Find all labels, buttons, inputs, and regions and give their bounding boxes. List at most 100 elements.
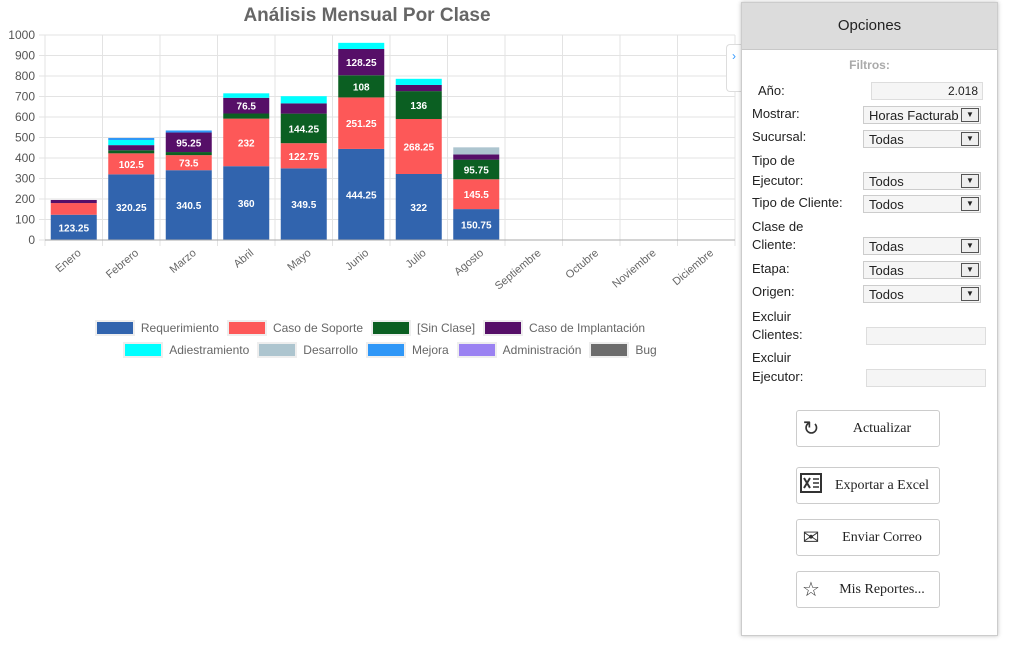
legend-swatch (94, 320, 135, 336)
data-label: 322 (410, 203, 427, 214)
bar-segment (453, 154, 500, 160)
legend-swatch (226, 320, 267, 336)
data-label: 444.25 (346, 190, 377, 201)
bar-segment (280, 113, 327, 144)
mostrar-select[interactable]: Horas Facturables▼ (863, 106, 981, 124)
excel-icon (797, 472, 825, 500)
legend-label: Caso de Soporte (272, 321, 363, 335)
chevron-down-icon: ▼ (961, 174, 979, 188)
data-label: 95.25 (176, 138, 201, 149)
data-label: 123.25 (58, 223, 89, 234)
legend-swatch (365, 342, 406, 358)
bar-segment (338, 97, 385, 149)
legend-item[interactable]: Bug (589, 342, 657, 358)
bar-segment (50, 199, 97, 204)
x-tick-label: Julio (404, 247, 429, 271)
y-tick-label: 600 (15, 110, 35, 124)
data-label: 150.75 (461, 221, 492, 232)
collapse-panel-button[interactable]: › (726, 44, 741, 92)
bar-segment (108, 153, 155, 175)
data-label: 268.25 (403, 142, 434, 153)
bar-segment (395, 173, 442, 240)
legend-label: Desarrollo (303, 343, 358, 357)
sucursal-select[interactable]: Todas ▼ (863, 130, 981, 148)
bar-segment (453, 159, 500, 180)
excluir-clientes-input[interactable] (866, 327, 986, 345)
tipo-cliente-label: Tipo de Cliente: (752, 195, 843, 210)
legend-swatch (123, 342, 164, 358)
bar-segment (165, 155, 212, 171)
legend-item[interactable]: Caso de Implantación (483, 320, 645, 336)
bar-segment (223, 118, 270, 167)
data-label: 144.25 (288, 124, 319, 135)
bar-segment (395, 118, 442, 174)
bar-segment (280, 143, 327, 169)
x-tick-label: Noviembre (610, 247, 658, 290)
x-tick-label: Diciembre (671, 247, 717, 288)
y-tick-label: 800 (15, 69, 35, 83)
legend-item[interactable]: Requerimiento (94, 320, 219, 336)
excluir-clientes-label-1: Excluir (752, 309, 792, 324)
panel-title: Opciones (742, 3, 997, 50)
data-label: 232 (238, 138, 255, 149)
x-tick-label: Octubre (563, 247, 601, 281)
x-tick-label: Abril (232, 247, 257, 270)
legend-label: Bug (635, 343, 657, 357)
legend-swatch (371, 320, 411, 336)
legend-item[interactable]: Administración (456, 342, 582, 358)
export-excel-button[interactable]: Exportar a Excel (796, 467, 940, 504)
legend-row-1: Requerimiento Caso de Soporte [Sin Clase] C… (0, 320, 740, 336)
excluir-ejecutor-input[interactable] (866, 369, 986, 387)
bar-segment (223, 93, 270, 98)
bar-segment (108, 150, 155, 154)
excluir-ejecutor-label-1: Excluir (752, 350, 792, 365)
x-tick-label: Marzo (168, 247, 199, 276)
excluir-clientes-label-2: Clientes: (752, 327, 803, 342)
y-tick-label: 200 (15, 192, 35, 206)
legend-swatch (589, 342, 630, 358)
chevron-down-icon: ▼ (961, 197, 979, 211)
anio-input[interactable]: 2.018 (871, 82, 983, 100)
actualizar-button[interactable]: ↻ Actualizar (796, 410, 940, 447)
data-label: 320.25 (116, 203, 147, 214)
bar-segment (338, 48, 385, 76)
anio-label: Año: (758, 83, 785, 98)
legend-item[interactable]: Desarrollo (257, 342, 358, 358)
x-tick-label: Mayo (285, 247, 313, 273)
tipo-ejecutor-label-2: Ejecutor: (752, 173, 804, 188)
y-tick-label: 700 (15, 90, 35, 104)
refresh-icon: ↻ (802, 418, 820, 440)
bar-segment (395, 84, 442, 92)
y-tick-label: 1000 (8, 28, 35, 42)
etapa-select[interactable]: Todas ▼ (863, 261, 981, 279)
legend-label: Administración (502, 343, 582, 357)
y-tick-label: 300 (15, 172, 35, 186)
legend-item[interactable]: Mejora (365, 342, 449, 358)
tipo-ejecutor-label-1: Tipo de (752, 153, 795, 168)
legend-swatch (483, 320, 524, 336)
legend-row-2: Adiestramiento Desarrollo Mejora Administra… (0, 342, 740, 358)
bar-segment (165, 152, 212, 156)
my-reports-button[interactable]: ☆ Mis Reportes... (796, 571, 940, 608)
bar-segment (453, 147, 500, 155)
bar-segment (108, 174, 155, 240)
sucursal-label: Sucursal: (752, 129, 807, 144)
legend-item[interactable]: [Sin Clase] (371, 320, 475, 336)
origen-select[interactable]: Todos ▼ (863, 285, 981, 303)
data-label: 136 (410, 101, 427, 112)
tipo-cliente-select[interactable]: Todos ▼ (863, 195, 981, 213)
filters-heading: Filtros: (849, 58, 890, 72)
bar-segment (108, 137, 155, 141)
envelope-icon: ✉ (802, 527, 820, 549)
bar-segment (453, 179, 500, 210)
bar-segment (223, 113, 270, 119)
send-email-button[interactable]: ✉ Enviar Correo (796, 519, 940, 556)
y-tick-label: 0 (28, 233, 35, 247)
legend-item[interactable]: Adiestramiento (123, 342, 249, 358)
data-label: 251.25 (346, 119, 377, 130)
clase-cliente-select[interactable]: Todas ▼ (863, 237, 981, 255)
tipo-ejecutor-select[interactable]: Todos ▼ (863, 172, 981, 190)
data-label: 73.5 (179, 159, 199, 170)
legend-item[interactable]: Caso de Soporte (226, 320, 363, 336)
x-tick-label: Febrero (104, 247, 141, 281)
